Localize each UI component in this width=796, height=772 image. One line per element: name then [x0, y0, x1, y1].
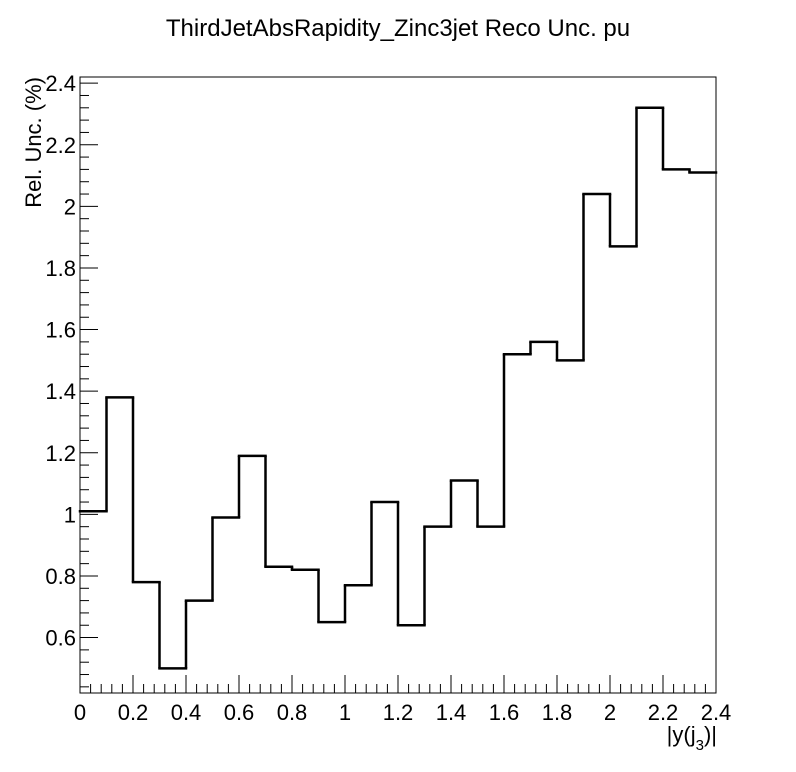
x-tick-label: 1.2 [383, 700, 414, 725]
y-tick-label: 2.2 [45, 133, 76, 158]
y-tick-label: 0.8 [45, 564, 76, 589]
x-tick-label: 1.4 [436, 700, 467, 725]
x-tick-label: 2.4 [701, 700, 732, 725]
chart-title: ThirdJetAbsRapidity_Zinc3jet Reco Unc. p… [166, 15, 630, 42]
y-tick-label: 2 [64, 194, 76, 219]
y-axis-label: Rel. Unc. (%) [21, 77, 46, 208]
series-histogram [78, 106, 718, 670]
x-tick-label: 0.2 [118, 700, 149, 725]
x-tick-label: 2 [604, 700, 616, 725]
x-axis-label: |y(j3)| [667, 722, 717, 754]
x-axis-label-main: |y(j [667, 722, 696, 747]
x-axis: 0 0.2 0.4 0.6 0.8 1 1.2 1.4 1.6 1.8 2 2.2 2.4 [74, 675, 731, 725]
y-tick-label: 1.8 [45, 256, 76, 281]
x-axis-label-tail: )| [704, 722, 717, 747]
y-tick-label: 1.6 [45, 318, 76, 343]
y-tick-label: 2.4 [45, 71, 76, 96]
x-tick-label: 0 [74, 700, 86, 725]
x-axis-label-subscript: 3 [696, 737, 704, 754]
x-tick-label: 0.8 [277, 700, 308, 725]
y-tick-label: 1.4 [45, 379, 76, 404]
x-tick-label: 1.6 [489, 700, 520, 725]
x-tick-label: 1 [339, 700, 351, 725]
x-tick-label: 2.2 [648, 700, 679, 725]
x-tick-label: 1.8 [542, 700, 573, 725]
x-tick-label: 0.6 [224, 700, 255, 725]
y-tick-label: 1 [64, 502, 76, 527]
y-tick-label: 0.6 [45, 626, 76, 651]
y-axis: 0.6 0.8 1 1.2 1.4 1.6 1.8 2 2.2 2.4 [45, 71, 98, 688]
y-tick-label: 1.2 [45, 441, 76, 466]
x-tick-label: 0.4 [171, 700, 202, 725]
